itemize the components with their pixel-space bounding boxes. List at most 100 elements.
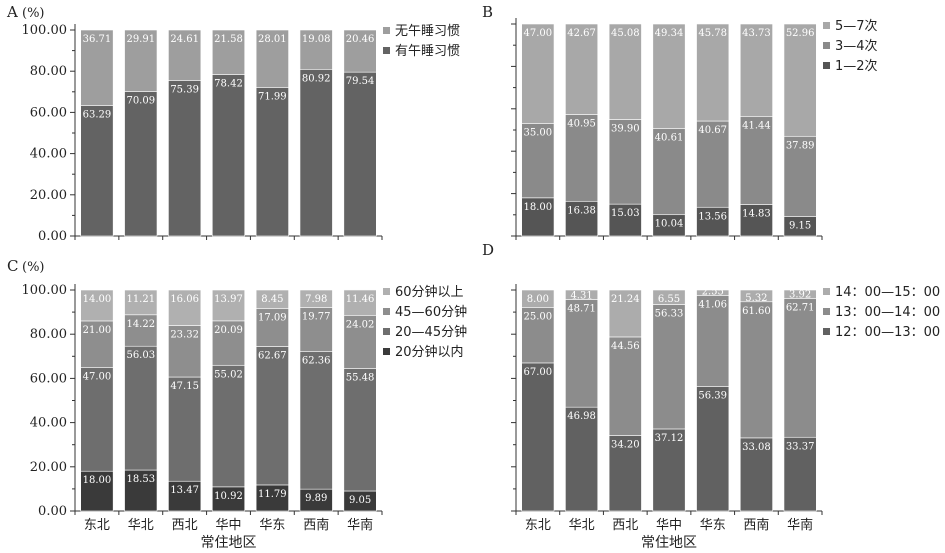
bar-segment <box>299 29 333 70</box>
y-tick-label: 0.00 <box>38 504 67 519</box>
bar-value-label: 13.56 <box>698 211 727 222</box>
bar-value-label: 10.04 <box>655 219 684 230</box>
panel-d: D 67.00 25.00 8.00 东北 46.98 48.71 4.31 华北 34.20 44… <box>482 241 940 551</box>
bar-value-label: 11.46 <box>346 294 375 305</box>
bar-segment <box>168 29 202 81</box>
bar-segment <box>299 289 333 308</box>
bar-segment <box>124 91 158 237</box>
bar-segment <box>652 289 686 305</box>
legend-swatch <box>823 328 830 335</box>
bar-value-label: 40.61 <box>655 133 684 144</box>
bar-value-label: 56.39 <box>698 390 727 401</box>
bar-segment <box>521 123 555 199</box>
bar-value-label: 62.36 <box>302 355 331 366</box>
bar-segment <box>299 351 333 490</box>
unit-label: (%) <box>22 260 45 275</box>
bar-segment <box>343 29 377 73</box>
bar-segment <box>211 289 246 322</box>
bar-value-label: 48.71 <box>567 304 596 315</box>
bar-value-label: 56.33 <box>655 308 684 319</box>
bar-value-label: 10.92 <box>214 491 243 502</box>
bar-value-label: 28.01 <box>258 34 287 45</box>
legend-entry: 5—7次 <box>835 18 878 34</box>
y-tick-label: 80.00 <box>30 327 67 342</box>
bar-segment <box>124 345 158 471</box>
bar-value-label: 40.95 <box>567 118 596 129</box>
legend-swatch <box>823 62 830 69</box>
bar-value-label: 7.98 <box>305 294 327 305</box>
panel-b: B 18.00 35.00 47.00 16.38 40.95 42.67 15.03 39.9… <box>482 3 878 240</box>
bar-segment <box>696 386 730 512</box>
category-label: 华中 <box>656 518 682 533</box>
y-tick-label: 80.00 <box>30 64 67 79</box>
bar-segment <box>608 119 642 205</box>
bar-value-label: 44.56 <box>611 341 640 352</box>
bar-value-label: 71.99 <box>258 92 287 103</box>
bar-segment <box>255 484 289 512</box>
bar-value-label: 21.24 <box>611 294 640 305</box>
bar-segment <box>80 105 114 237</box>
bar-segment <box>255 29 289 89</box>
bar-segment <box>652 428 686 512</box>
bar-value-label: 67.00 <box>524 367 553 378</box>
category-label: 华南 <box>347 517 373 533</box>
bar-segment <box>739 204 773 237</box>
bar-value-label: 52.96 <box>786 28 815 39</box>
bar-value-label: 35.00 <box>524 128 553 139</box>
category-label: 西南 <box>303 517 329 533</box>
bar-segment <box>696 23 730 122</box>
bar-segment <box>608 289 642 338</box>
bar-value-label: 40.67 <box>698 125 727 136</box>
bar-value-label: 14.22 <box>126 319 155 330</box>
bar-segment <box>211 29 246 75</box>
bar-value-label: 16.38 <box>567 205 596 216</box>
bar-segment <box>168 325 202 378</box>
bar-value-label: 63.29 <box>83 110 112 121</box>
bar-value-label: 56.03 <box>126 350 155 361</box>
legend-entry: 45—60分钟 <box>395 304 467 320</box>
bar-value-label: 37.12 <box>655 433 684 444</box>
bar-segment <box>124 29 158 92</box>
bar-value-label: 33.08 <box>742 442 771 453</box>
bar-segment <box>608 23 642 120</box>
legend: 60分钟以上 45—60分钟 20—45分钟 20分钟以内 <box>383 284 467 360</box>
legend: 5—7次 3—4次 1—2次 <box>823 18 878 74</box>
bar-value-label: 55.48 <box>346 372 375 383</box>
y-tick-label: 40.00 <box>30 147 67 162</box>
legend-swatch <box>383 328 390 335</box>
bar-segment <box>521 307 555 364</box>
category-label: 华中 <box>215 518 241 533</box>
panel-c: C (%) 0.00 20.00 40.00 60.00 80.00 100.00 18.00 4… <box>7 257 467 551</box>
legend-entry: 14：00—15：00 <box>835 285 940 300</box>
legend-entry: 60分钟以上 <box>395 284 464 300</box>
bar-value-label: 62.67 <box>258 350 287 361</box>
y-tick-label: 60.00 <box>30 371 67 386</box>
bar-value-label: 29.91 <box>126 34 155 45</box>
bar-segment <box>80 289 114 322</box>
panel-letter: B <box>482 3 493 21</box>
bar-value-label: 61.60 <box>742 306 771 317</box>
bar-value-label: 9.05 <box>349 495 371 506</box>
category-label: 西南 <box>743 517 769 533</box>
category-label: 华北 <box>128 518 154 533</box>
bar-segment <box>565 289 599 300</box>
bar-value-label: 62.71 <box>786 303 815 314</box>
x-axis-title: 常住地区 <box>641 535 697 551</box>
bar-value-label: 16.06 <box>170 294 199 305</box>
bar-value-label: 14.83 <box>742 209 771 220</box>
bar-value-label: 55.02 <box>214 369 243 380</box>
bar-value-label: 11.21 <box>126 294 155 305</box>
bar-value-label: 8.45 <box>261 294 283 305</box>
bar-value-label: 5.32 <box>745 293 767 304</box>
bar-value-label: 46.98 <box>567 411 596 422</box>
bar-segment <box>521 197 555 237</box>
bar-segment <box>521 23 555 124</box>
bar-value-label: 33.37 <box>786 441 815 452</box>
legend-swatch <box>823 308 830 315</box>
bar-segment <box>343 71 377 237</box>
bar-segment <box>783 289 817 299</box>
bar-value-label: 19.77 <box>302 312 331 323</box>
y-tick-label: 0.00 <box>38 229 67 244</box>
bar-value-label: 45.78 <box>698 28 727 39</box>
